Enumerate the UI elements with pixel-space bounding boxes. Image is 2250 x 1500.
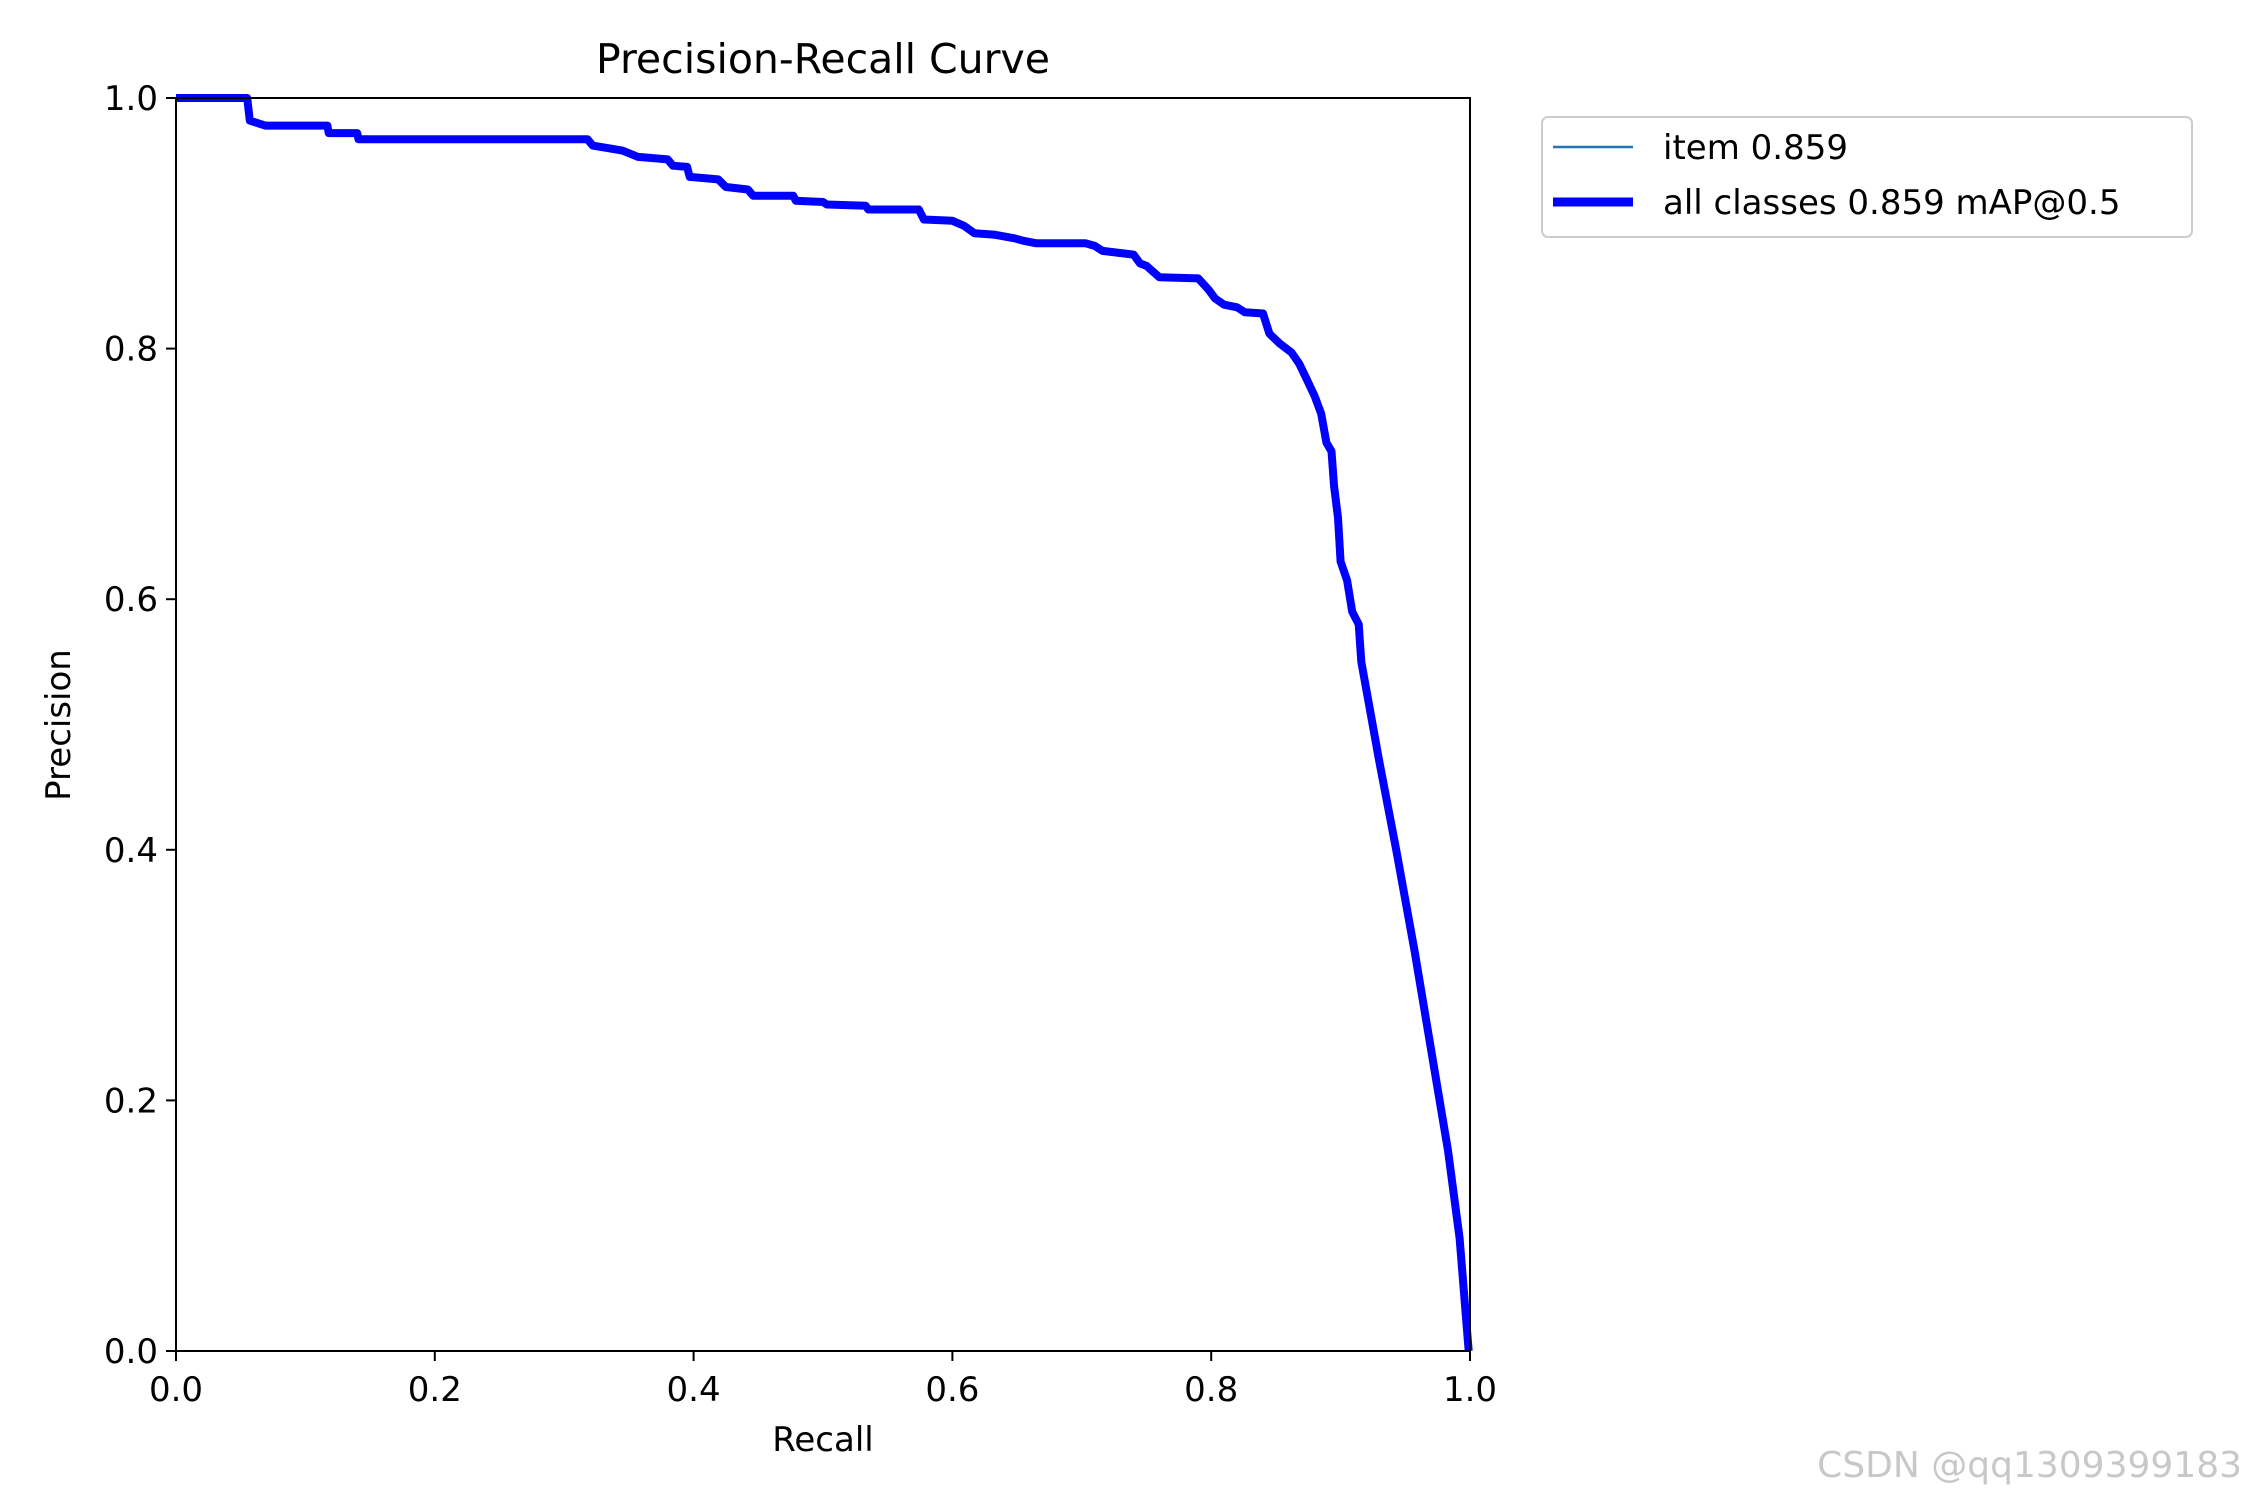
- x-tick-label: 0.4: [667, 1370, 721, 1410]
- chart-title: Precision-Recall Curve: [596, 35, 1050, 83]
- x-axis-ticks: 0.0 0.2 0.4 0.6 0.8 1.0: [149, 1351, 1497, 1410]
- x-tick-label: 0.0: [149, 1370, 203, 1410]
- y-tick-label: 0.0: [104, 1332, 158, 1372]
- x-axis-label: Recall: [772, 1420, 873, 1460]
- watermark: CSDN @qq1309399183: [1817, 1445, 2242, 1486]
- y-tick-label: 0.2: [104, 1081, 158, 1121]
- legend: item 0.859 all classes 0.859 mAP@0.5: [1541, 116, 2193, 238]
- y-tick-label: 0.4: [104, 831, 158, 871]
- x-tick-label: 0.6: [925, 1370, 979, 1410]
- series-layer: [176, 94, 1473, 1352]
- x-tick-label: 0.2: [408, 1370, 462, 1410]
- y-tick-label: 0.8: [104, 330, 158, 370]
- y-tick-label: 0.6: [104, 580, 158, 620]
- x-tick-label: 0.8: [1184, 1370, 1238, 1410]
- y-tick-label: 1.0: [104, 79, 158, 119]
- legend-label-item: item 0.859: [1663, 128, 1848, 168]
- series-line-1: [176, 94, 1473, 1352]
- y-axis-label: Precision: [39, 649, 79, 801]
- y-axis-ticks: 0.0 0.2 0.4 0.6 0.8 1.0: [104, 79, 176, 1372]
- x-tick-label: 1.0: [1443, 1370, 1497, 1410]
- legend-label-all-classes: all classes 0.859 mAP@0.5: [1663, 183, 2120, 223]
- plot-area: [175, 94, 1473, 1352]
- axes-frame: [175, 97, 1471, 1352]
- legend-box: [1541, 116, 2193, 238]
